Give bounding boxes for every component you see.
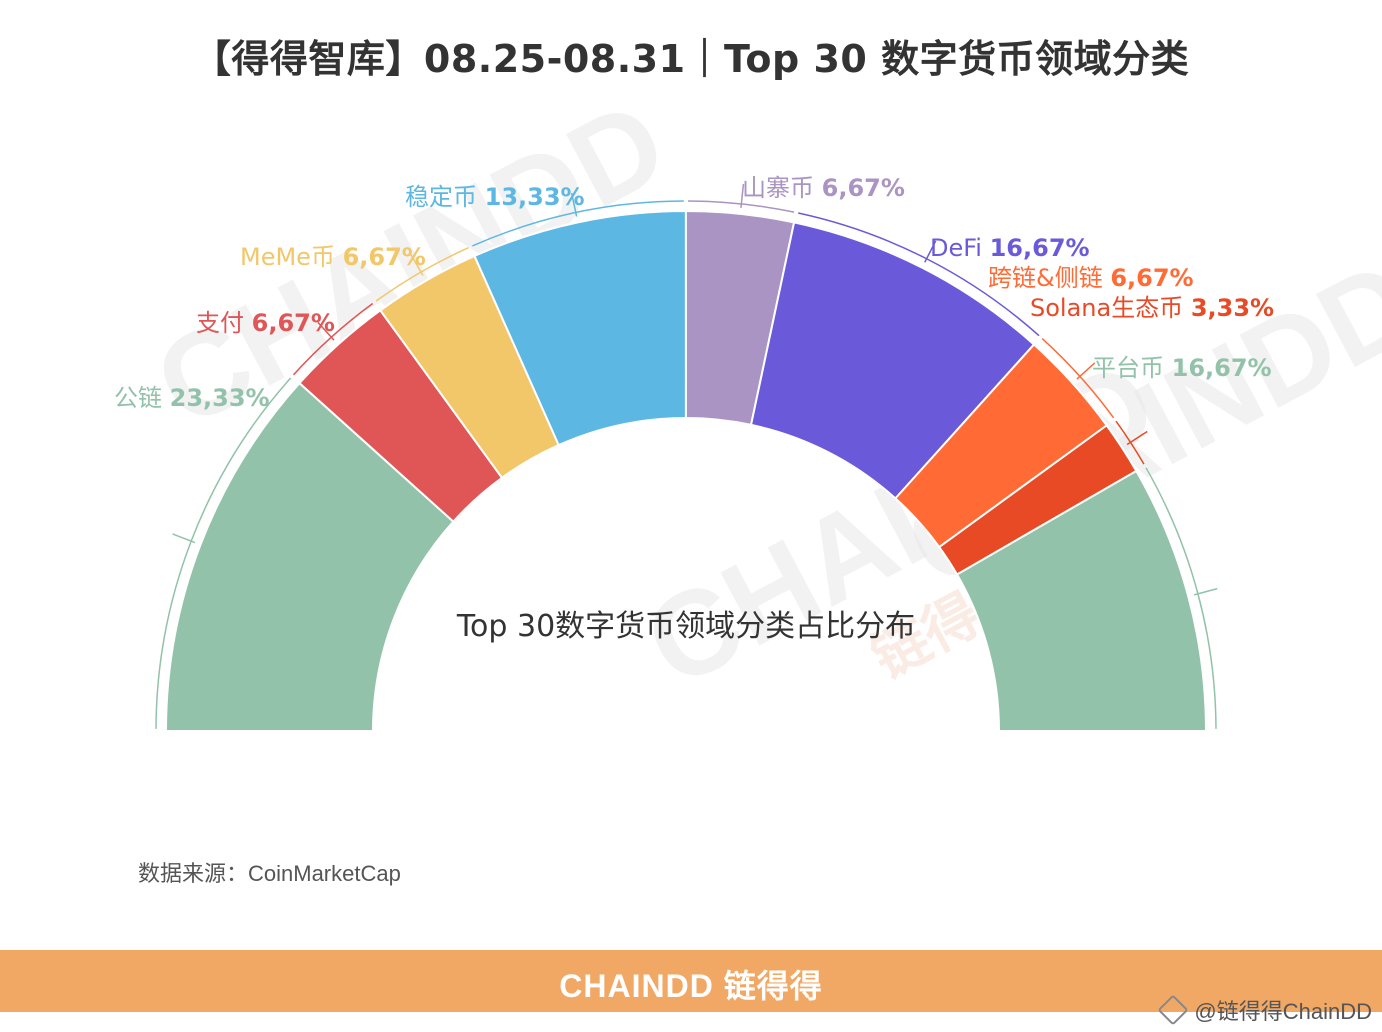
chart-title: 【得得智库】08.25-08.31｜Top 30 数字货币领域分类 [192,37,1190,81]
slice-label-name-6: 跨链&侧链 [988,264,1110,292]
slice-label-name-3: 稳定币 [405,183,485,211]
slice-label-name-7: Solana生态币 [1030,294,1191,322]
slice-label-name-5: DeFi [930,234,990,262]
semicircle-donut-chart: CHAINDDCHAINDDCHAINDD链得得链得得 公链 23,33%支付 … [114,75,1382,732]
bracket-8 [1145,467,1217,729]
slice-8[interactable] [955,469,1208,732]
footer-bar [0,950,1382,1012]
slice-label-name-8: 平台币 [1092,354,1172,382]
slice-label-1: 支付 6,67% [196,309,335,337]
slice-label-8: 平台币 16,67% [1092,354,1272,382]
slice-label-value-4: 6,67% [822,174,905,202]
slice-label-name-2: MeMe币 [240,243,343,271]
slice-label-6: 跨链&侧链 6,67% [988,264,1194,292]
slice-label-name-4: 山寨币 [742,174,822,202]
slice-label-2: MeMe币 6,67% [240,243,426,271]
slice-label-value-0: 23,33% [170,384,270,412]
slice-label-value-1: 6,67% [252,309,335,337]
slices-layer [164,209,1208,732]
weibo-icon [1157,994,1189,1026]
bracket-0 [155,377,292,729]
slice-label-3: 稳定币 13,33% [405,183,585,211]
slice-label-name-0: 公链 [114,384,170,412]
slice-label-7: Solana生态币 3,33% [1030,294,1274,322]
center-label: Top 30数字货币领域分类占比分布 [456,609,915,644]
slice-label-0: 公链 23,33% [114,384,270,412]
slice-label-value-8: 16,67% [1172,354,1272,382]
slice-label-5: DeFi 16,67% [930,234,1090,262]
bracket-3 [472,200,684,247]
brand-logo: CHAINDD 链得得 [559,968,823,1004]
slice-label-4: 山寨币 6,67% [742,174,905,202]
labels-layer: 公链 23,33%支付 6,67%MeMe币 6,67%稳定币 13,33% 山寨… [114,174,1274,729]
slice-label-value-6: 6,67% [1110,264,1193,292]
bracket-4 [688,200,795,213]
bracket-5 [798,212,1040,337]
slice-label-value-5: 16,67% [990,234,1090,262]
data-source: 数据来源：CoinMarketCap [138,861,401,886]
slice-0[interactable] [164,381,455,732]
bracket-2 [375,247,469,302]
bracket-1 [292,302,374,376]
slice-label-name-1: 支付 [196,309,252,337]
slice-label-value-2: 6,67% [343,243,426,271]
weibo-handle[interactable]: @链得得ChainDD [1157,994,1372,1026]
slice-label-value-3: 13,33% [485,183,585,211]
weibo-text: @链得得ChainDD [1194,999,1372,1024]
slice-label-value-7: 3,33% [1191,294,1274,322]
bracket-7 [1115,420,1145,465]
bracket-6 [1041,337,1115,419]
